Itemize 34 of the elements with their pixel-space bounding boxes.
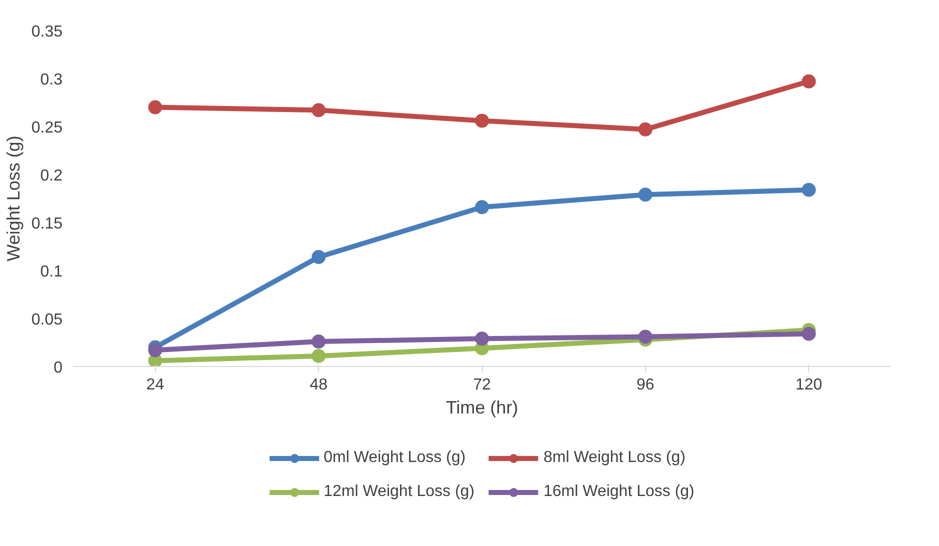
y-tick-label: 0.35 — [31, 24, 63, 40]
point — [312, 250, 326, 264]
legend-label: 16ml Weight Loss (g) — [544, 483, 694, 501]
point — [312, 334, 326, 349]
point — [802, 182, 816, 197]
point — [312, 348, 326, 363]
y-tick-label: 0.25 — [31, 120, 63, 136]
legend-label: 8ml Weight Loss (g) — [544, 449, 686, 467]
x-tick-label: 120 — [795, 376, 822, 394]
point — [312, 103, 326, 118]
point — [638, 330, 652, 344]
point — [475, 332, 489, 346]
x-tick-label: 48 — [310, 376, 328, 394]
point — [802, 326, 816, 341]
y-tick-label: 0.05 — [31, 312, 63, 328]
point — [638, 188, 652, 202]
point — [475, 200, 489, 214]
point — [148, 343, 162, 358]
point — [148, 100, 162, 114]
y-tick-label: 0.1 — [40, 264, 63, 280]
x-tick-label: 96 — [636, 376, 654, 394]
y-tick-label: 0 — [54, 360, 63, 376]
point — [638, 122, 652, 136]
legend-label: 12ml Weight Loss (g) — [324, 483, 474, 501]
y-tick-label: 0.2 — [40, 168, 63, 184]
point — [802, 74, 816, 88]
x-axis-title: Time (hr) — [446, 398, 518, 418]
x-tick-label: 72 — [473, 376, 491, 394]
y-axis-title: Weight Loss (g) — [3, 136, 24, 262]
legend-label: 0ml Weight Loss (g) — [324, 449, 466, 467]
x-tick-label: 24 — [146, 376, 164, 394]
point — [475, 114, 489, 128]
y-tick-label: 0.3 — [40, 72, 63, 88]
y-tick-label: 0.15 — [31, 216, 63, 232]
